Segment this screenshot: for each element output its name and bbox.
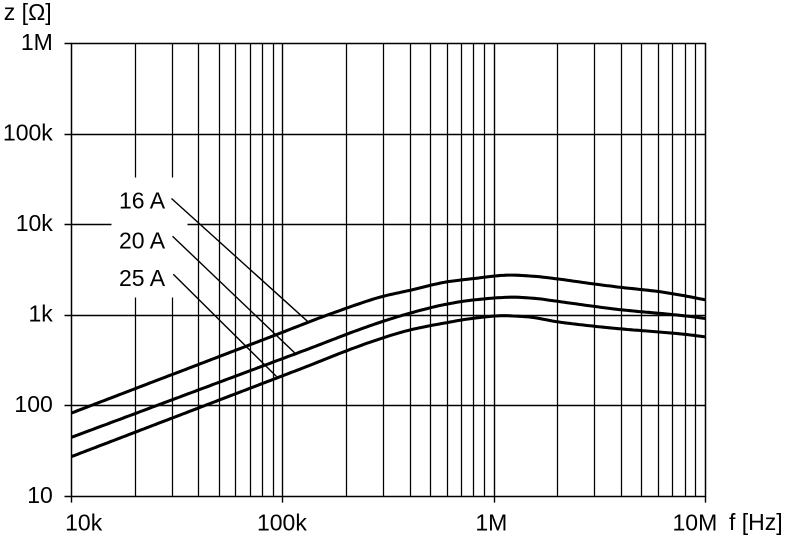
svg-text:25 A: 25 A	[119, 265, 166, 291]
svg-text:20 A: 20 A	[119, 227, 166, 253]
svg-text:1M: 1M	[21, 29, 53, 55]
svg-text:1k: 1k	[29, 301, 54, 327]
svg-text:f [Hz]: f [Hz]	[729, 509, 783, 535]
svg-text:10k: 10k	[65, 509, 103, 535]
svg-text:10: 10	[27, 482, 53, 508]
svg-text:10M: 10M	[673, 509, 718, 535]
svg-text:100k: 100k	[3, 119, 53, 145]
svg-text:1M: 1M	[475, 509, 507, 535]
svg-text:100k: 100k	[257, 509, 307, 535]
svg-text:16 A: 16 A	[119, 188, 166, 214]
svg-text:z [Ω]: z [Ω]	[4, 0, 52, 25]
svg-text:100: 100	[14, 391, 52, 417]
svg-text:10k: 10k	[16, 210, 54, 236]
